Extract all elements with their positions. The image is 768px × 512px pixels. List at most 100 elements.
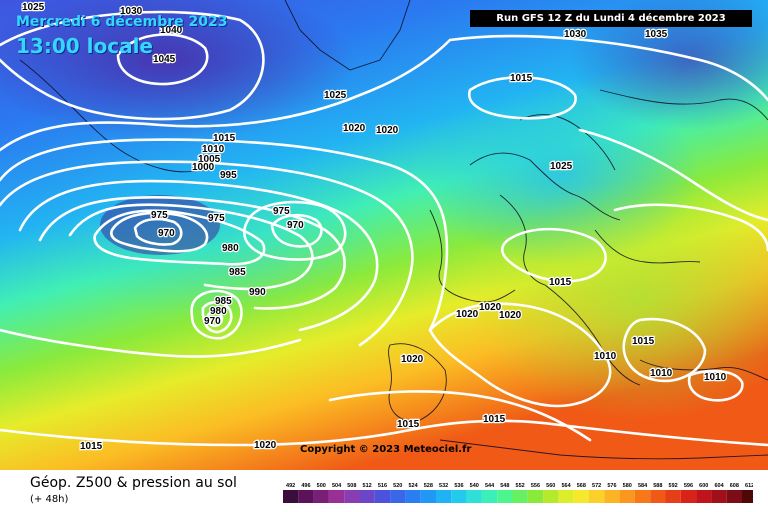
legend-swatch [328, 490, 345, 503]
isobar-label: 970 [158, 228, 175, 239]
legend-swatch [497, 490, 513, 503]
isobar-label: 1030 [564, 29, 587, 40]
legend-swatch [650, 490, 666, 503]
legend-value: 496 [301, 483, 310, 489]
legend-value: 552 [516, 483, 525, 489]
legend-value: 548 [500, 483, 509, 489]
legend-swatch [436, 490, 452, 503]
legend-value: 556 [531, 483, 540, 489]
isobar-label: 975 [273, 206, 290, 217]
isobar-label: 1010 [594, 351, 617, 362]
legend-swatch [680, 490, 697, 503]
legend-value: 580 [623, 483, 632, 489]
legend-swatch [527, 490, 544, 503]
legend-swatch [742, 490, 753, 503]
isobar-label: 1020 [343, 123, 366, 134]
legend-swatch [298, 490, 314, 503]
isobar-label: 995 [220, 170, 237, 181]
isobar-label: 1045 [153, 54, 176, 65]
isobar-label: 970 [287, 220, 304, 231]
map-title: Géop. Z500 & pression au sol [30, 475, 237, 491]
legend-swatch [420, 490, 436, 503]
legend-value: 572 [592, 483, 601, 489]
legend-swatch [665, 490, 681, 503]
legend-value: 560 [546, 483, 555, 489]
legend-value: 600 [699, 483, 708, 489]
isobar-label: 1015 [397, 419, 420, 430]
isobar-lines [0, 10, 768, 447]
isobar-label: 1025 [22, 2, 45, 13]
legend-swatch [634, 490, 651, 503]
legend-value: 588 [653, 483, 662, 489]
isobar-label: 980 [210, 306, 227, 317]
isobar-label: 985 [229, 267, 246, 278]
legend-swatch [726, 490, 742, 503]
legend-value: 492 [286, 483, 295, 489]
legend-value: 612 [745, 483, 753, 489]
isobar-label: 1020 [479, 302, 502, 313]
isobar-label: 1015 [510, 73, 533, 84]
legend-value: 508 [347, 483, 356, 489]
legend-value: 500 [317, 483, 326, 489]
isobar-label: 990 [249, 287, 266, 298]
legend-swatch [374, 490, 391, 503]
isobar-label: 1020 [376, 125, 399, 136]
isobar-label: 1020 [401, 354, 424, 365]
isobar-label: 1030 [120, 6, 143, 17]
isobar-label: 980 [222, 243, 239, 254]
isobar-label: 975 [151, 210, 168, 221]
legend-swatch [405, 490, 421, 503]
legend-value: 524 [408, 483, 418, 489]
legend-value: 544 [485, 483, 495, 489]
legend-value: 528 [424, 483, 433, 489]
legend-swatch [359, 490, 375, 503]
legend-swatch [711, 490, 727, 503]
legend-value: 520 [393, 483, 402, 489]
forecast-local-time: 13:00 locale [16, 34, 153, 58]
isobar-label: 1015 [213, 133, 236, 144]
legend-swatch [313, 490, 329, 503]
isobar-label: 1010 [650, 368, 673, 379]
legend-swatch [543, 490, 559, 503]
forecast-date: Mercredi 6 décembre 2023 [16, 14, 228, 30]
pressure-map: 1025 1030 1040 1045 1030 1035 1015 1025 … [0, 0, 768, 470]
legend-value: 504 [332, 483, 342, 489]
legend-swatch [619, 490, 635, 503]
legend-value: 592 [669, 483, 678, 489]
legend-value: 604 [714, 483, 724, 489]
isobar-label: 1015 [483, 414, 506, 425]
legend-swatch [589, 490, 605, 503]
isobar-label: 1010 [704, 372, 727, 383]
legend-value: 608 [730, 483, 739, 489]
legend-swatch [344, 490, 360, 503]
isobar-labels: 1025 1030 1040 1045 1030 1035 1015 1025 … [21, 1, 728, 453]
legend-swatch [283, 490, 299, 503]
legend-value: 568 [577, 483, 586, 489]
model-run-info: Run GFS 12 Z du Lundi 4 décembre 2023 [470, 10, 752, 27]
forecast-lead-time: (+ 48h) [30, 494, 69, 505]
legend-swatch [696, 490, 712, 503]
legend-swatch [466, 490, 482, 503]
legend-value: 584 [638, 483, 648, 489]
isobar-label: 1025 [550, 161, 573, 172]
isobar-label: 1025 [324, 90, 347, 101]
legend-value: 512 [363, 483, 372, 489]
legend-value: 576 [607, 483, 616, 489]
isobar-label: 1020 [254, 440, 277, 451]
isobar-label: 1005 [198, 154, 221, 165]
isobar-label: 1010 [202, 144, 225, 155]
legend-swatch [451, 490, 467, 503]
isobar-label: 1020 [456, 309, 479, 320]
isobar-label: 1015 [549, 277, 572, 288]
legend-swatch [604, 490, 620, 503]
isobar-label: 970 [204, 316, 221, 327]
isobar-label: 985 [215, 296, 232, 307]
isobar-label: 1020 [499, 310, 522, 321]
legend-swatch [390, 490, 406, 503]
isobar-label: 1015 [80, 441, 103, 452]
isobar-label: 1015 [632, 336, 655, 347]
legend-value: 564 [561, 483, 571, 489]
coastlines [19, 0, 768, 460]
copyright-notice: Copyright © 2023 Meteociel.fr [300, 444, 472, 455]
